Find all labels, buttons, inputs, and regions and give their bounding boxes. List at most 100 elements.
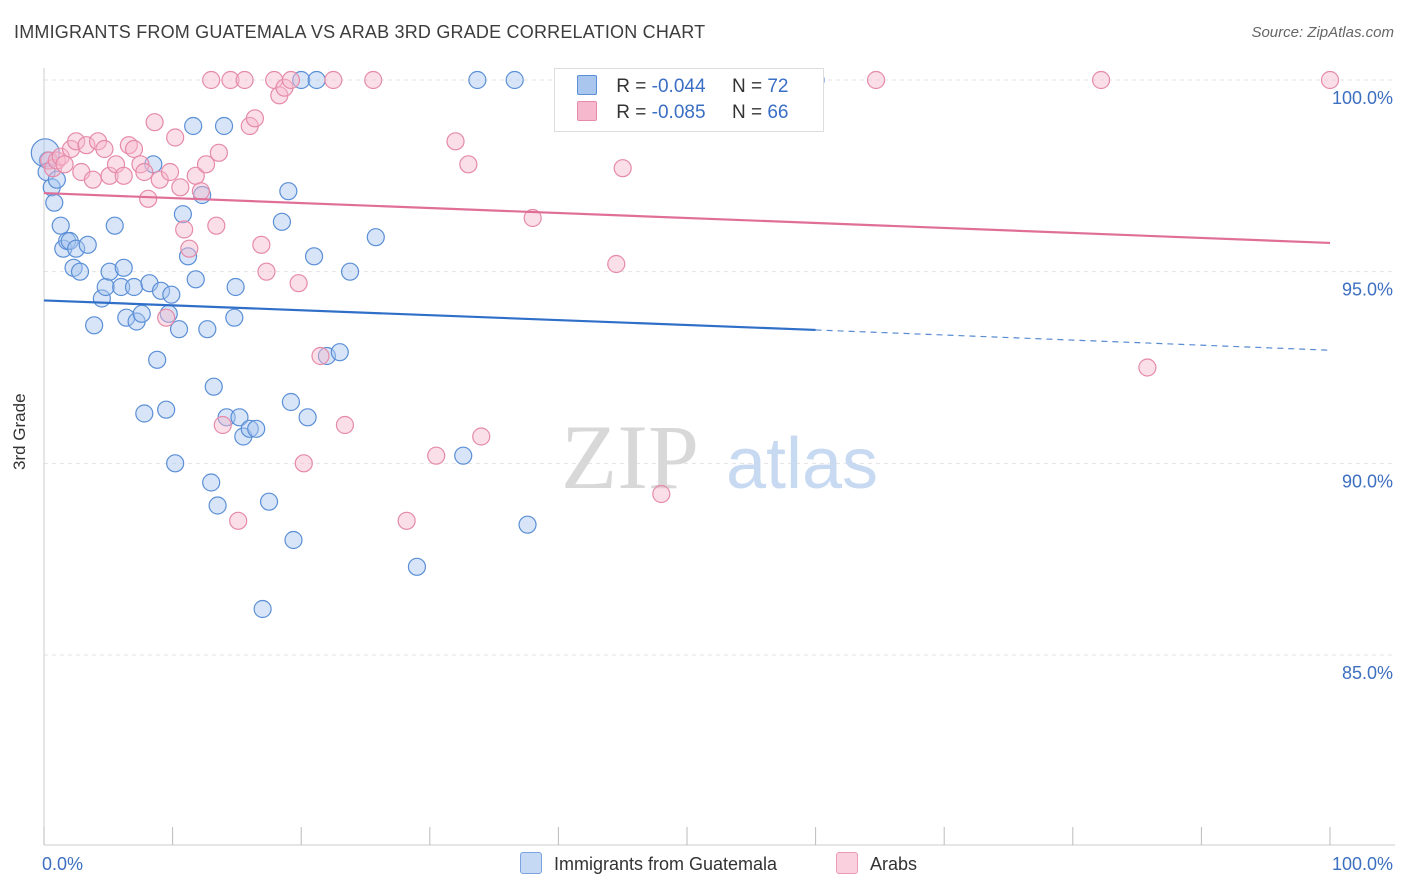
- point-arabs: [77, 136, 96, 155]
- point-guatemala: [468, 70, 487, 90]
- source-label: Source: ZipAtlas.com: [1251, 24, 1394, 41]
- legend-swatch-arabs: [836, 852, 858, 874]
- legend-swatch-guatemala: [577, 75, 597, 95]
- point-arabs: [213, 415, 232, 435]
- legend-r-value: -0.085: [651, 102, 706, 123]
- point-guatemala: [114, 258, 133, 277]
- axis-layer: [43, 68, 1395, 846]
- point-guatemala: [184, 116, 203, 136]
- y-tick-label: 85.0%: [1342, 663, 1393, 683]
- point-arabs: [100, 166, 119, 185]
- y-tick-label: 90.0%: [1342, 471, 1393, 491]
- point-guatemala: [96, 277, 115, 297]
- point-arabs: [150, 170, 169, 189]
- point-guatemala: [51, 216, 70, 235]
- point-guatemala: [135, 404, 154, 423]
- legend-r-value: -0.044: [651, 76, 706, 97]
- point-guatemala: [157, 400, 176, 419]
- point-arabs: [207, 216, 226, 235]
- point-guatemala: [214, 116, 234, 136]
- point-guatemala: [298, 408, 317, 427]
- point-arabs: [257, 262, 276, 281]
- point-guatemala: [166, 454, 185, 473]
- point-guatemala: [272, 212, 292, 231]
- point-guatemala: [330, 343, 349, 362]
- point-arabs: [160, 162, 180, 182]
- legend-n-label: N =: [731, 102, 768, 123]
- point-guatemala: [307, 70, 326, 90]
- point-arabs: [1138, 358, 1157, 377]
- point-arabs: [613, 159, 632, 178]
- point-guatemala: [85, 316, 104, 335]
- point-guatemala: [70, 262, 90, 281]
- point-guatemala: [148, 350, 167, 369]
- point-guatemala: [240, 419, 259, 438]
- point-guatemala: [518, 515, 537, 534]
- point-guatemala: [78, 235, 97, 254]
- point-guatemala: [132, 304, 151, 323]
- legend-row-guatemala: R = -0.044 N = 72: [577, 75, 788, 99]
- point-arabs: [397, 511, 416, 530]
- point-arabs: [252, 235, 271, 254]
- point-arabs: [139, 189, 158, 208]
- point-guatemala: [226, 277, 245, 297]
- point-guatemala: [151, 281, 171, 300]
- bottom-legend-guatemala[interactable]: Immigrants from Guatemala: [520, 852, 777, 875]
- point-guatemala: [178, 247, 198, 266]
- tick-label-layer: 85.0% 90.0% 95.0% 100.0% 0.0% 100.0%: [42, 88, 1393, 874]
- point-arabs: [289, 274, 308, 293]
- legend-label-arabs: Arabs: [870, 854, 918, 874]
- point-arabs: [427, 446, 446, 465]
- point-guatemala: [505, 70, 524, 90]
- point-arabs: [229, 511, 248, 530]
- y-tick-label: 100.0%: [1332, 88, 1393, 108]
- point-arabs: [191, 182, 210, 201]
- grid-layer: [44, 79, 1395, 656]
- point-guatemala: [198, 320, 217, 339]
- point-arabs: [180, 239, 199, 258]
- point-guatemala: [112, 277, 131, 297]
- point-guatemala: [169, 320, 189, 339]
- point-arabs: [335, 415, 355, 435]
- point-arabs: [364, 70, 383, 90]
- point-arabs: [145, 113, 164, 132]
- point-arabs: [459, 155, 478, 174]
- point-guatemala: [124, 277, 144, 297]
- point-arabs: [294, 454, 313, 473]
- point-guatemala: [47, 170, 66, 189]
- legend-r-label: R =: [616, 76, 652, 97]
- point-guatemala: [259, 492, 279, 511]
- legend-label-guatemala: Immigrants from Guatemala: [554, 854, 778, 874]
- point-guatemala: [173, 205, 192, 224]
- point-guatemala: [292, 70, 311, 90]
- point-arabs: [281, 70, 301, 90]
- point-arabs: [67, 132, 86, 151]
- point-arabs: [55, 155, 74, 174]
- point-guatemala: [67, 239, 86, 258]
- trend-layer: [43, 191, 1331, 351]
- bottom-legend-arabs[interactable]: Arabs: [836, 852, 917, 875]
- point-guatemala: [407, 557, 427, 576]
- watermark-zip: ZIP: [561, 406, 699, 508]
- point-arabs: [324, 70, 343, 90]
- correlation-legend: R = -0.044 N = 72 R = -0.085 N = 66: [554, 68, 824, 132]
- point-arabs: [83, 170, 102, 189]
- point-guatemala: [100, 262, 119, 281]
- x-tick-label: 0.0%: [42, 854, 83, 874]
- point-guatemala: [340, 262, 360, 281]
- point-arabs: [95, 139, 114, 159]
- point-guatemala: [105, 216, 124, 235]
- point-guatemala: [186, 270, 205, 289]
- point-guatemala: [204, 377, 223, 396]
- point-arabs: [652, 484, 671, 504]
- x-tick-label: 100.0%: [1332, 854, 1393, 874]
- point-guatemala: [230, 408, 249, 427]
- point-arabs: [175, 220, 194, 239]
- point-guatemala: [284, 530, 303, 550]
- points-layer: [30, 70, 1340, 619]
- legend-row-arabs: R = -0.085 N = 66: [577, 101, 788, 125]
- watermark-atlas: atlas: [726, 424, 878, 504]
- point-guatemala: [253, 599, 272, 619]
- point-arabs: [171, 178, 190, 197]
